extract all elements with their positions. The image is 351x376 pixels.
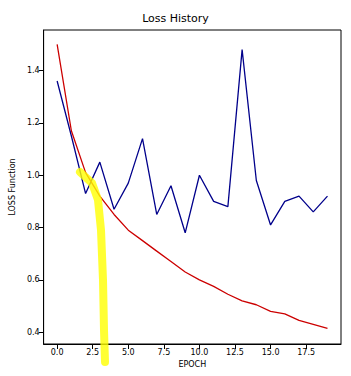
svg-text:0.8: 0.8 — [27, 223, 40, 232]
svg-text:Loss History: Loss History — [142, 12, 209, 25]
svg-text:2.5: 2.5 — [86, 348, 99, 357]
svg-text:12.5: 12.5 — [226, 348, 244, 357]
svg-text:0.0: 0.0 — [51, 348, 64, 357]
svg-text:0.6: 0.6 — [27, 275, 40, 284]
svg-text:LOSS Function: LOSS Function — [8, 158, 17, 215]
svg-text:15.0: 15.0 — [262, 348, 280, 357]
svg-text:17.5: 17.5 — [297, 348, 315, 357]
svg-text:7.5: 7.5 — [157, 348, 170, 357]
svg-text:5.0: 5.0 — [122, 348, 135, 357]
svg-text:1.2: 1.2 — [27, 118, 40, 127]
svg-text:10.0: 10.0 — [191, 348, 209, 357]
svg-text:1.0: 1.0 — [27, 171, 40, 180]
svg-text:0.4: 0.4 — [27, 328, 40, 337]
svg-text:EPOCH: EPOCH — [178, 360, 206, 369]
svg-text:1.4: 1.4 — [27, 66, 40, 75]
